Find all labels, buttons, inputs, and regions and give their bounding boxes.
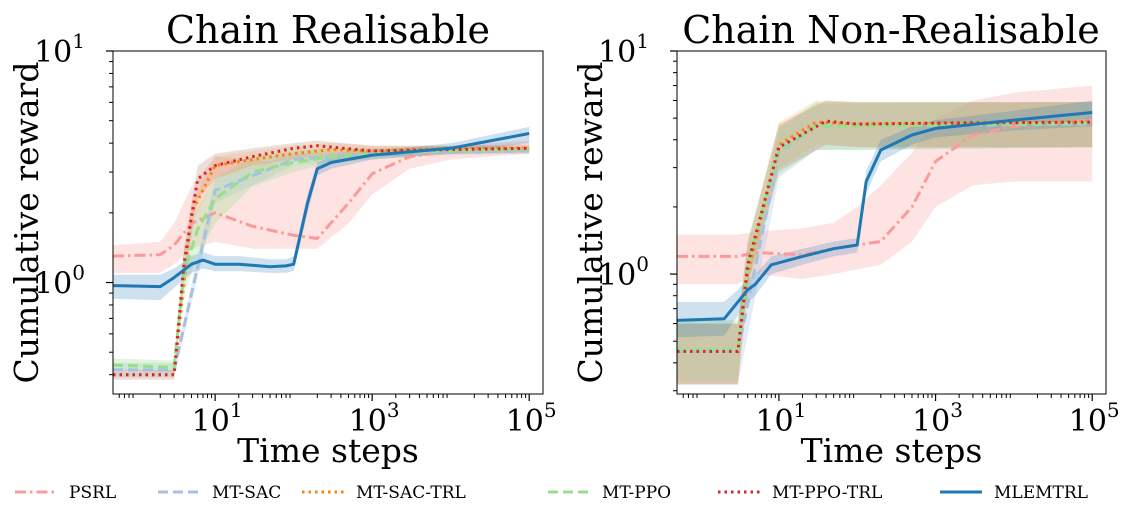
legend-label: MLEMTRL [994, 483, 1088, 503]
y-tick-base: 10 [598, 35, 636, 70]
y-tick-label: 100 [34, 261, 85, 302]
band-mlemtrl [113, 126, 530, 301]
x-tick-base: 10 [912, 404, 950, 439]
x-tick-label: 103 [349, 398, 400, 439]
band-mt-sac [677, 102, 1093, 385]
legend-item-mt-ppo-trl: MT-PPO-TRL [718, 483, 882, 503]
x-tick-label: 105 [1069, 398, 1120, 439]
x-tick-exponent: 5 [1107, 398, 1120, 422]
x-tick-exponent: 3 [387, 398, 400, 422]
plot-area [677, 85, 1093, 385]
legend-label: MT-SAC [212, 483, 281, 503]
chart-title: Chain Non-Realisable [682, 8, 1100, 52]
series-mt-ppo-trl [113, 144, 530, 377]
y-tick-label: 101 [34, 29, 85, 70]
legend-label: MT-SAC-TRL [356, 483, 466, 503]
series-psrl [113, 146, 530, 258]
x-tick-exponent: 1 [230, 398, 243, 422]
legend-label: MT-PPO [602, 483, 671, 503]
y-tick-exponent: 1 [636, 29, 649, 53]
x-axis-label: Time steps [237, 431, 419, 470]
x-tick-label: 101 [755, 398, 806, 439]
y-tick-label: 101 [598, 29, 649, 70]
y-tick-exponent: 0 [636, 252, 649, 276]
band-psrl [677, 85, 1093, 285]
x-tick-base: 10 [755, 404, 793, 439]
y-tick-base: 10 [598, 258, 636, 293]
plot-area [113, 126, 530, 380]
legend-label: MT-PPO-TRL [772, 483, 882, 503]
x-tick-label: 105 [506, 398, 557, 439]
x-tick-base: 10 [1069, 404, 1107, 439]
band-mt-ppo-trl [677, 100, 1093, 385]
band-psrl [113, 140, 530, 273]
legend-item-mlemtrl: MLEMTRL [940, 483, 1088, 503]
x-tick-base: 10 [506, 404, 544, 439]
band-mt-ppo [677, 102, 1093, 382]
series-mlemtrl [113, 132, 530, 289]
x-tick-base: 10 [349, 404, 387, 439]
series-mlemtrl [677, 111, 1093, 322]
y-tick-exponent: 1 [72, 29, 85, 53]
x-tick-label: 103 [912, 398, 963, 439]
axes-frame [112, 50, 544, 395]
y-axis-label: Cumulative reward [571, 62, 610, 384]
x-tick-exponent: 3 [950, 398, 963, 422]
band-mt-ppo [113, 147, 530, 373]
x-tick-exponent: 1 [794, 398, 807, 422]
legend-item-psrl: PSRL [15, 483, 116, 503]
chart-title: Chain Realisable [166, 8, 490, 52]
legend-item-mt-sac: MT-SAC [158, 483, 281, 503]
legend-item-mt-sac-trl: MT-SAC-TRL [302, 483, 466, 503]
x-axis-label: Time steps [801, 431, 983, 470]
y-tick-base: 10 [34, 267, 72, 302]
x-tick-label: 101 [192, 398, 243, 439]
x-tick-exponent: 5 [544, 398, 557, 422]
legend: PSRL MT-SAC MT-SAC-TRL MT-PPO MT-PPO-TRL MLEM… [15, 483, 1088, 503]
x-tick-base: 10 [192, 404, 230, 439]
axes-frame [676, 50, 1107, 395]
legend-label: PSRL [69, 483, 116, 503]
y-axis-label: Cumulative reward [7, 62, 46, 384]
y-tick-base: 10 [34, 35, 72, 70]
y-tick-exponent: 0 [72, 261, 85, 285]
series-mt-sac [113, 149, 530, 372]
y-tick-label: 100 [598, 252, 649, 293]
legend-item-mt-ppo: MT-PPO [548, 483, 671, 503]
